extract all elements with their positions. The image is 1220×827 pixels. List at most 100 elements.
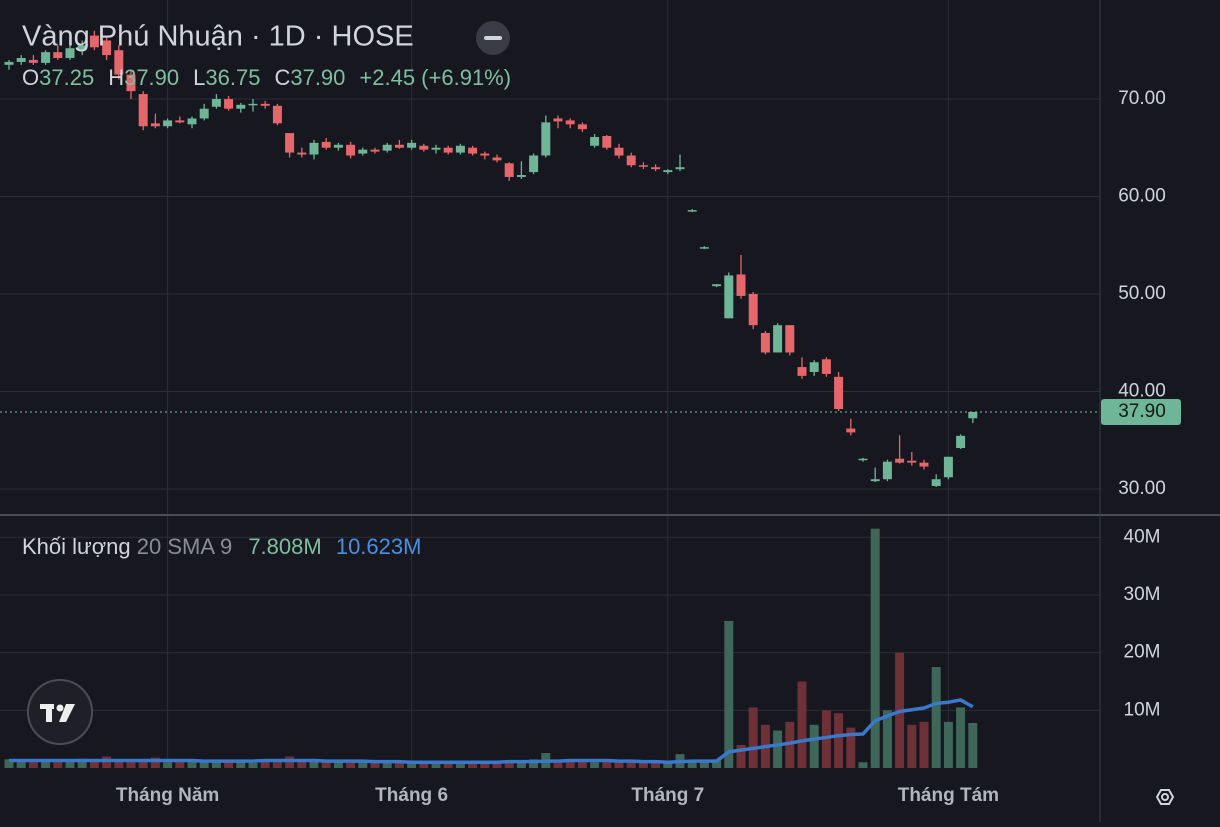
volume-bar [41, 760, 51, 768]
candle-body [89, 35, 99, 48]
candle-body [431, 147, 441, 150]
volume-bar [346, 762, 356, 768]
marks [4, 30, 978, 768]
y-tick-label: 70.00 [1118, 88, 1166, 109]
candle-body [846, 428, 856, 433]
candle-body [163, 120, 173, 127]
candle-body [907, 460, 917, 463]
ohlc-value: 37.90 [124, 65, 179, 90]
candle-body [968, 411, 978, 419]
volume-bar [504, 760, 514, 768]
volume-bar [431, 763, 441, 768]
volume-bar [16, 761, 26, 768]
ohlc-key: L [193, 65, 205, 90]
ohlc-value: 37.90 [290, 65, 345, 90]
candle-body [102, 40, 112, 56]
sma-last: 10.623M [336, 534, 422, 559]
volume-bar [455, 762, 465, 768]
ohlc-key: C [274, 65, 290, 90]
ohlc-key: H [108, 65, 124, 90]
candle-body [858, 458, 868, 461]
y-tick-label: 40.00 [1118, 380, 1166, 401]
volume-bar [614, 761, 624, 768]
y-tick-label: 60.00 [1118, 185, 1166, 206]
ohlc-value: 37.25 [39, 65, 94, 90]
candle-body [28, 59, 38, 63]
volume-bar [651, 762, 661, 768]
candle-body [834, 376, 844, 410]
volume-bar [28, 762, 38, 768]
volume-bar [577, 761, 587, 768]
volume-bar [358, 761, 368, 768]
candle-body [199, 108, 209, 119]
volume-bar [931, 667, 941, 768]
candle-body [687, 210, 697, 212]
y-tick-label: 10M [1124, 699, 1161, 720]
candle-body [297, 152, 307, 155]
logo[interactable] [27, 679, 93, 745]
candle-body [651, 167, 661, 170]
volume-bar [175, 761, 185, 768]
volume-bar [797, 681, 807, 768]
candle-body [260, 103, 270, 106]
volume-bar [89, 761, 99, 768]
candle-body [712, 284, 722, 287]
candle-body [248, 103, 258, 106]
volume-bar [687, 761, 697, 768]
volume-legend: Khối lượng 20 SMA 9 7.808M 10.623M [22, 534, 421, 559]
candle-body [358, 149, 368, 154]
candle-body [785, 325, 795, 353]
candle-body [138, 94, 148, 127]
volume-bar [443, 762, 453, 768]
volume-bar [382, 762, 392, 768]
candle-body [394, 144, 404, 148]
volume-bar [187, 761, 197, 768]
volume-bar [468, 761, 478, 768]
candle-body [931, 479, 941, 487]
volume-bar [516, 761, 526, 768]
candle-body [272, 105, 282, 124]
volume-bar [407, 762, 417, 768]
candle-body [285, 133, 295, 153]
candle-body [224, 98, 234, 109]
volume-params: 20 SMA 9 [137, 534, 232, 559]
volume-bar [419, 762, 429, 768]
candle-body [333, 144, 343, 148]
candle-body [77, 45, 87, 51]
volume-bar [321, 761, 331, 768]
volume-last: 7.808M [248, 534, 321, 559]
volume-bar [224, 760, 234, 768]
ohlc-change: +2.45 (+6.91%) [359, 65, 511, 90]
candle-body [41, 52, 51, 63]
hide-button[interactable] [476, 21, 510, 55]
volume-bar [480, 762, 490, 768]
volume-bar [809, 724, 819, 768]
candle-body [370, 149, 380, 152]
volume-bar [370, 762, 380, 768]
candle-body [919, 462, 929, 467]
volume-bar [138, 761, 148, 768]
volume-bar [956, 707, 966, 768]
ohlc-value: 36.75 [205, 65, 260, 90]
candle-body [577, 124, 587, 130]
volume-bar [65, 759, 75, 768]
volume-bar [590, 762, 600, 768]
y-tick-label: 40M [1124, 526, 1161, 547]
volume-bar [4, 759, 14, 768]
candle-body [114, 50, 124, 75]
volume-bar [870, 528, 880, 768]
volume-bar [846, 727, 856, 768]
x-tick-label: Tháng 7 [631, 785, 704, 806]
candle-body [760, 332, 770, 353]
candle-body [553, 118, 563, 122]
settings-button[interactable] [1155, 789, 1175, 805]
volume-bar [834, 713, 844, 768]
candle-body [529, 155, 539, 173]
sma-line [9, 698, 974, 764]
candle-body [468, 147, 478, 154]
volume-bar [333, 762, 343, 768]
y-tick-label: 20M [1124, 642, 1161, 663]
candle-body [895, 458, 905, 463]
